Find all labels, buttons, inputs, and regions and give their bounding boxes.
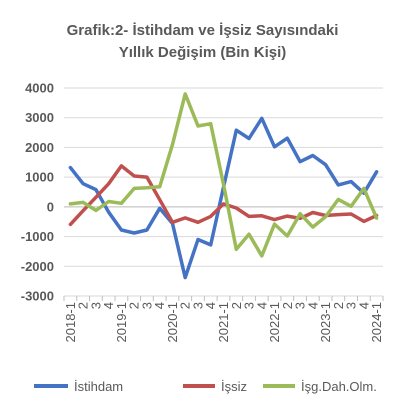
x-tick-label: 2018-1	[63, 302, 78, 342]
x-tick-label: 3	[242, 302, 257, 309]
legend-label: İstihdam	[74, 379, 123, 394]
x-axis: 2018-12342019-12342020-12342021-12342022…	[63, 206, 384, 342]
x-tick-label: 2024-1	[369, 302, 384, 342]
x-tick-label: 2021-1	[216, 302, 231, 342]
y-tick-label: 0	[47, 199, 54, 214]
y-tick-label: 2000	[25, 140, 54, 155]
x-tick-label: 2	[229, 302, 244, 309]
x-tick-label: 4	[305, 302, 320, 309]
x-tick-label: 2	[331, 302, 346, 309]
series-lines	[68, 92, 379, 280]
x-tick-label: 2022-1	[267, 302, 282, 342]
series-line-3	[68, 92, 379, 258]
x-tick-label: 3	[139, 302, 154, 309]
legend: İstihdam İşsiz İşg.Dah.Olm.	[34, 379, 377, 394]
chart-title-line1: Grafik:2- İstihdam ve İşsiz Sayısındaki	[66, 22, 339, 39]
x-tick-label: 3	[293, 302, 308, 309]
x-tick-label: 3	[88, 302, 103, 309]
y-tick-label: -1000	[21, 229, 54, 244]
x-tick-label: 2	[280, 302, 295, 309]
x-tick-label: 2	[127, 302, 142, 309]
y-tick-label: 3000	[25, 110, 54, 125]
y-tick-label: -3000	[21, 289, 54, 304]
y-axis-ticks: 4000 3000 2000 1000 0 -1000 -2000 -3000	[21, 81, 54, 304]
y-tick-label: -2000	[21, 259, 54, 274]
y-tick-label: 1000	[25, 170, 54, 185]
grid-lines	[64, 87, 383, 297]
x-tick-label: 4	[356, 302, 371, 309]
x-tick-label: 3	[190, 302, 205, 309]
x-tick-label: 4	[101, 302, 116, 309]
series-line-1	[68, 116, 379, 280]
x-tick-label: 2023-1	[318, 302, 333, 342]
legend-label: İşg.Dah.Olm.	[301, 379, 377, 394]
x-tick-label: 2	[76, 302, 91, 309]
x-tick-label: 4	[203, 302, 218, 309]
x-tick-label: 4	[152, 302, 167, 309]
x-tick-label: 2	[178, 302, 193, 309]
chart-title: Grafik:2- İstihdam ve İşsiz Sayısındaki …	[0, 20, 405, 64]
x-tick-label: 4	[254, 302, 269, 309]
x-tick-label: 2019-1	[114, 302, 129, 342]
chart-title-line2: Yıllık Değişim (Bin Kişi)	[118, 44, 287, 61]
x-tick-label: 3	[344, 302, 359, 309]
legend-label: İşsiz	[221, 379, 247, 394]
x-tick-label: 2020-1	[165, 302, 180, 342]
y-tick-label: 4000	[25, 81, 54, 96]
